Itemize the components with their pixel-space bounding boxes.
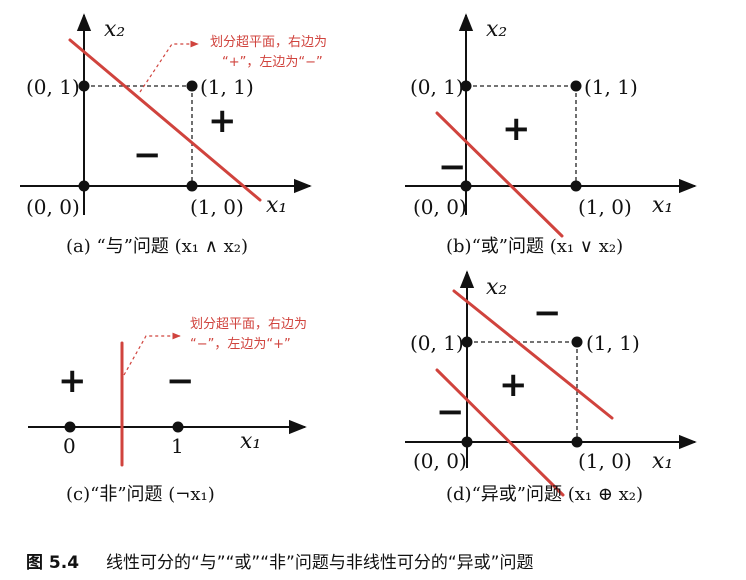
y-axis-label: x₂ bbox=[104, 17, 125, 42]
data-point bbox=[64, 421, 76, 433]
data-point bbox=[172, 421, 184, 433]
data-point bbox=[78, 180, 90, 192]
annotation-line-1: 划分超平面，右边为 bbox=[190, 317, 307, 332]
y-axis-label: x₂ bbox=[486, 17, 507, 42]
point-label: (0, 0) bbox=[413, 449, 467, 473]
point-label: (1, 1) bbox=[200, 75, 254, 99]
point-label: (1, 0) bbox=[190, 195, 244, 219]
annotation-line-2: “+”，左边为“−” bbox=[222, 55, 323, 70]
annotation-line-2: “−”，左边为“+” bbox=[190, 337, 291, 352]
minus-sign: − bbox=[166, 361, 195, 401]
minus-sign: − bbox=[533, 293, 562, 333]
annotation-arrow bbox=[139, 40, 199, 93]
panel-caption: (d)“异或”问题 (x₁ ⊕ x₂) bbox=[446, 484, 643, 505]
plus-sign: + bbox=[499, 365, 528, 405]
point-label: (0, 1) bbox=[26, 75, 80, 99]
annotation-line-1: 划分超平面，右边为 bbox=[210, 35, 327, 50]
separating-line bbox=[435, 111, 564, 238]
point-label: 0 bbox=[63, 434, 76, 458]
figure-title: 线性可分的“与”“或”“非”问题与非线性可分的“异或”问题 bbox=[106, 553, 533, 573]
panel-caption: (a) “与”问题 (x₁ ∧ x₂) bbox=[66, 236, 248, 257]
minus-sign: − bbox=[133, 135, 162, 175]
data-point bbox=[461, 436, 473, 448]
figure-number: 图 5.4 bbox=[26, 553, 79, 573]
data-point bbox=[186, 80, 198, 92]
data-point bbox=[78, 80, 90, 92]
point-label: (0, 0) bbox=[413, 195, 467, 219]
point-label: (1, 0) bbox=[578, 449, 632, 473]
panel-a: x₁ x₂ 划分超平面，右边为 “+”，左边为“−” (0, 0) (1, 0)… bbox=[20, 13, 327, 257]
x-axis-label: x₁ bbox=[652, 449, 673, 474]
x-axis-label: x₁ bbox=[652, 193, 673, 218]
data-point bbox=[571, 336, 583, 348]
plus-sign: + bbox=[502, 109, 531, 149]
point-label: 1 bbox=[171, 434, 184, 458]
data-point bbox=[461, 336, 473, 348]
data-point bbox=[570, 180, 582, 192]
point-label: (0, 0) bbox=[26, 195, 80, 219]
minus-sign: − bbox=[436, 392, 465, 432]
data-point bbox=[460, 80, 472, 92]
panel-d: x₁ x₂ (0, 0) (1, 0) (0, 1) (1, 1) + − − … bbox=[405, 270, 697, 505]
plus-sign: + bbox=[58, 361, 87, 401]
panel-c: x₁ 划分超平面，右边为 “−”，左边为“+” 0 1 + − (c)“非”问题… bbox=[28, 317, 307, 505]
point-label: (0, 1) bbox=[410, 331, 464, 355]
x-axis-label: x₁ bbox=[240, 429, 261, 454]
figure-caption: 图 5.4 线性可分的“与”“或”“非”问题与非线性可分的“异或”问题 bbox=[26, 553, 533, 573]
y-axis-label: x₂ bbox=[486, 275, 507, 300]
point-label: (0, 1) bbox=[410, 75, 464, 99]
data-point bbox=[186, 180, 198, 192]
data-point bbox=[460, 180, 472, 192]
x-axis-label: x₁ bbox=[266, 193, 287, 218]
annotation-arrow bbox=[123, 332, 181, 376]
point-label: (1, 1) bbox=[586, 331, 640, 355]
separating-line bbox=[68, 38, 262, 202]
plus-sign: + bbox=[208, 101, 237, 141]
panel-caption: (b)“或”问题 (x₁ ∨ x₂) bbox=[446, 236, 623, 257]
data-point bbox=[571, 436, 583, 448]
panel-b: x₁ x₂ (0, 0) (1, 0) (0, 1) (1, 1) + − (b… bbox=[405, 13, 697, 257]
point-label: (1, 1) bbox=[584, 75, 638, 99]
separating-line-lower bbox=[435, 368, 565, 497]
point-label: (1, 0) bbox=[578, 195, 632, 219]
panel-caption: (c)“非”问题 (¬x₁) bbox=[66, 484, 215, 505]
minus-sign: − bbox=[438, 147, 467, 187]
separating-line-upper bbox=[452, 289, 614, 420]
data-point bbox=[570, 80, 582, 92]
